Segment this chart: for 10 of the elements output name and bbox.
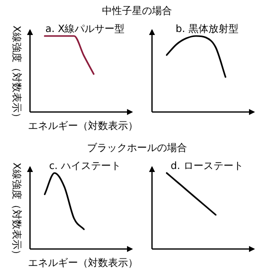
text: ブラックホールの場合 (87, 142, 187, 154)
text: 中性子星の場合 (102, 5, 172, 17)
chart-title: c. ハイステート (49, 161, 121, 172)
y-axis-title: X線強度（対数表示） (10, 26, 22, 122)
y-axis-title: X線強度（対数表示） (10, 162, 22, 260)
chart-title: a. X線パルサー型 (45, 23, 125, 35)
chart-title: d. ローステート (170, 161, 244, 172)
chart-title: b. 黒体放射型 (176, 23, 238, 35)
x-axis-title: エネルギー（対数表示） (28, 120, 138, 132)
x-axis-title: エネルギー（対数表示） (28, 257, 138, 269)
